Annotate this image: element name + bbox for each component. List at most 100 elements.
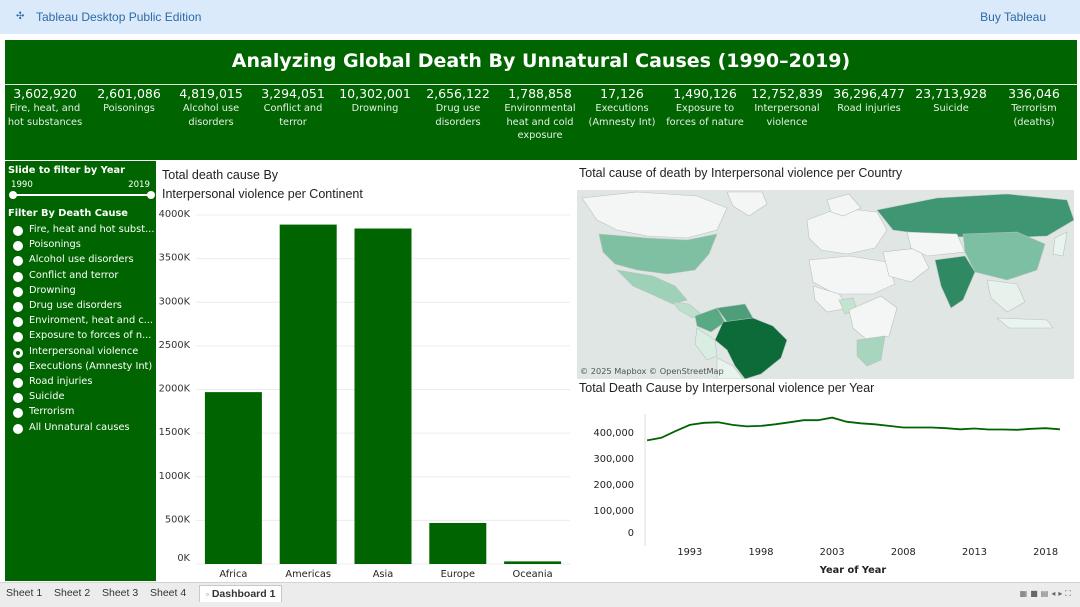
- dashboard-icon: ▫: [206, 590, 209, 599]
- radio-button-icon[interactable]: [13, 332, 23, 343]
- year-slider-max: 2019: [128, 180, 150, 190]
- scroll-left-icon[interactable]: ◂: [1051, 589, 1059, 598]
- radio-button-icon[interactable]: [13, 423, 23, 434]
- dashboard-header: Analyzing Global Death By Unnatural Caus…: [5, 40, 1077, 160]
- line-x-tick-label: 1998: [749, 547, 774, 558]
- map-region-argentina: [716, 357, 744, 379]
- radio-button-icon[interactable]: [13, 362, 23, 373]
- kpi-item: 4,819,015 Alcohol use disorders: [170, 85, 252, 129]
- line-series[interactable]: [646, 416, 1060, 442]
- line-y-tick-label: 200,000: [593, 480, 634, 491]
- kpi-value: 1,490,126: [673, 86, 737, 101]
- kpi-item: 1,788,858 Environmental heat and cold exp…: [499, 85, 581, 143]
- map-region-canada: [581, 191, 728, 239]
- map-region-mexico: [616, 269, 688, 305]
- map-region-central-asia: [906, 231, 966, 257]
- cause-radio-option[interactable]: Poisonings: [13, 239, 156, 253]
- cause-radio-label: Enviroment, heat and c...: [29, 315, 154, 327]
- cause-radio-label: Alcohol use disorders: [29, 254, 134, 266]
- radio-button-icon[interactable]: [13, 302, 23, 312]
- kpi-value: 1,788,858: [508, 86, 572, 101]
- sheet-tab[interactable]: Sheet 1: [6, 587, 42, 599]
- cause-radio-option[interactable]: Fire, heat and hot subst...: [13, 224, 156, 238]
- radio-button-icon[interactable]: [13, 271, 23, 282]
- sheet-tab[interactable]: Sheet 2: [54, 587, 90, 599]
- cause-radio-option[interactable]: Alcohol use disorders: [13, 254, 156, 268]
- cause-radio-label: Conflict and terror: [29, 269, 119, 281]
- map-region-brazil: [714, 317, 788, 379]
- radio-button-icon[interactable]: [13, 393, 23, 404]
- bar-y-tick-label: 3000K: [159, 296, 191, 307]
- cause-radio-option[interactable]: All Unnatural causes: [13, 422, 156, 436]
- radio-button-icon[interactable]: [13, 286, 23, 297]
- radio-button-icon[interactable]: [13, 226, 23, 236]
- scroll-right-icon[interactable]: ▸: [1058, 589, 1066, 598]
- yearly-line-chart: 0 100,000 200,000 300,000 400,000 1993 1998 200…: [593, 414, 1060, 576]
- radio-button-icon[interactable]: [13, 317, 23, 328]
- map-region-peru: [694, 327, 718, 361]
- filter-panel: Slide to filter by Year 1990 2019 Filter…: [5, 161, 156, 581]
- map-region-india: [934, 255, 976, 309]
- sheet-tab[interactable]: Sheet 4: [150, 587, 186, 599]
- kpi-item: 10,302,001 Drowning: [334, 85, 416, 116]
- list-view-icon[interactable]: ▤: [1040, 589, 1052, 598]
- continent-bar-chart: 0K 500K 1000K 1500K 2000K 2500K 3000K 3500K 4000…: [159, 209, 570, 580]
- bar-y-tick-label: 1500K: [159, 427, 191, 438]
- bar-africa[interactable]: [204, 392, 262, 564]
- fit-icon[interactable]: ⛶: [1065, 589, 1074, 598]
- cause-radio-label: Executions (Amnesty Int): [29, 360, 153, 372]
- bar-y-tick-label: 0K: [177, 553, 190, 564]
- film-view-icon[interactable]: ■: [1030, 589, 1041, 598]
- sheet-tab[interactable]: ▫ Dashboard 1: [199, 585, 283, 602]
- kpi-item: 3,294,051 Conflict and terror: [252, 85, 334, 129]
- map-region-usa: [598, 233, 718, 275]
- bar-europe[interactable]: [429, 522, 487, 564]
- kpi-item: 1,490,126 Exposure to forces of nature: [664, 85, 746, 129]
- bar-americas[interactable]: [279, 224, 337, 564]
- bar-asia[interactable]: [354, 228, 412, 564]
- kpi-label: Poisonings: [103, 103, 155, 114]
- cause-radio-option[interactable]: Suicide: [13, 391, 156, 405]
- cause-radio-option[interactable]: Executions (Amnesty Int): [13, 361, 156, 375]
- cause-radio-option[interactable]: Exposure to forces of n...: [13, 330, 156, 344]
- line-y-tick-label: 100,000: [593, 506, 634, 517]
- year-slider-end-handle[interactable]: [147, 191, 155, 199]
- map-credit: © 2025 Mapbox © OpenStreetMap: [580, 366, 724, 376]
- line-y-tick-label: 300,000: [593, 454, 634, 465]
- sheet-tab-label: Dashboard 1: [211, 588, 276, 600]
- sheet-tab[interactable]: Sheet 3: [102, 587, 138, 599]
- cause-radio-label: Suicide: [29, 391, 65, 403]
- radio-button-icon[interactable]: [13, 241, 23, 252]
- radio-button-icon[interactable]: [13, 408, 23, 419]
- radio-button-icon[interactable]: [13, 378, 23, 388]
- kpi-value: 23,713,928: [915, 86, 987, 101]
- grid-view-icon[interactable]: ▦: [1019, 589, 1031, 598]
- map-region-scandinavia: [826, 193, 862, 217]
- year-slider-start-handle[interactable]: [9, 191, 17, 199]
- cause-radio-option[interactable]: Interpersonal violence: [13, 346, 156, 360]
- bar-x-tick-label: Asia: [373, 569, 394, 580]
- cause-radio-option[interactable]: Enviroment, heat and c...: [13, 315, 156, 329]
- country-map[interactable]: © 2025 Mapbox © OpenStreetMap: [577, 190, 1074, 379]
- line-chart-title: Total Death Cause by Interpersonal viole…: [579, 381, 875, 395]
- cause-radio-option[interactable]: Drug use disorders: [13, 300, 156, 314]
- cause-radio-label: Interpersonal violence: [29, 345, 139, 357]
- bar-oceania[interactable]: [504, 561, 562, 564]
- year-slider-track[interactable]: [11, 194, 152, 196]
- kpi-value: 17,126: [600, 86, 644, 101]
- map-region-indonesia: [996, 317, 1054, 329]
- cause-radio-option[interactable]: Conflict and terror: [13, 270, 156, 284]
- cause-radio-label: All Unnatural causes: [29, 421, 130, 433]
- kpi-item: 12,752,839 Interpersonal violence: [746, 85, 828, 129]
- world-map-graphic: [577, 190, 1074, 379]
- cause-radio-option[interactable]: Road injuries: [13, 376, 156, 390]
- radio-button-icon[interactable]: [13, 347, 23, 358]
- buy-tableau-link[interactable]: Buy Tableau: [980, 10, 1046, 24]
- line-x-tick-label: 2008: [891, 547, 916, 558]
- cause-radio-option[interactable]: Drowning: [13, 285, 156, 299]
- radio-button-icon[interactable]: [13, 256, 23, 267]
- cause-radio-option[interactable]: Terrorism: [13, 406, 156, 420]
- kpi-label: Conflict and terror: [263, 103, 323, 128]
- line-x-tick-label: 2003: [820, 547, 845, 558]
- map-region-north-africa: [808, 255, 896, 295]
